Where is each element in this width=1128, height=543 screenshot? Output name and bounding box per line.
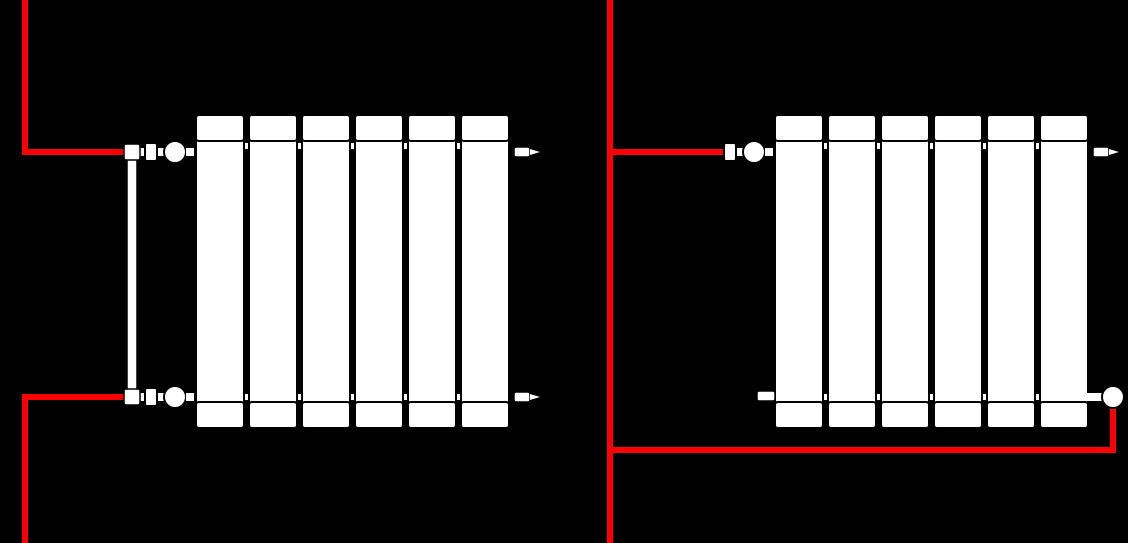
radiator-piping-diagram: [0, 0, 1128, 543]
bypass-pipe: [127, 157, 137, 392]
right-bottom-left-plug: [757, 391, 775, 401]
bypass-tee-top: [124, 144, 140, 160]
bypass-tee-bottom: [124, 389, 140, 405]
